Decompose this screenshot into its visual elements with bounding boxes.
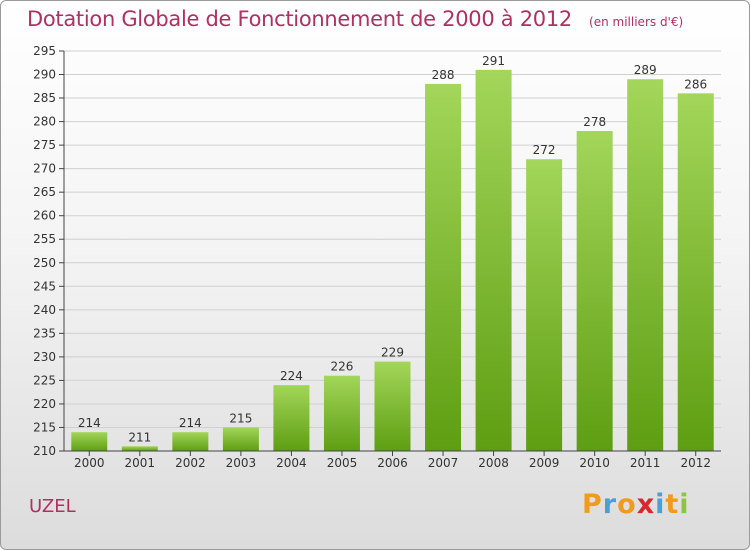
logo-letter: i [679,489,690,520]
bar [526,159,563,451]
data-label: 211 [128,430,151,444]
logo-letter: i [655,489,666,520]
data-label: 288 [432,68,455,82]
y-tick-label: 260 [33,209,56,223]
y-tick-label: 215 [33,420,56,434]
data-label: 291 [482,54,505,68]
x-tick-label: 2003 [226,456,257,470]
bar [425,83,462,452]
y-tick-label: 240 [33,303,56,317]
x-tick-label: 2005 [327,456,358,470]
x-tick-label: 2002 [175,456,206,470]
data-label: 229 [381,346,404,360]
title-row: Dotation Globale de Fonctionnement de 20… [27,7,683,31]
logo-letter: t [665,489,680,520]
data-label: 289 [634,63,657,77]
data-label: 215 [229,411,252,425]
proxiti-logo: Proxiti [582,489,690,520]
bar [323,375,360,451]
data-label: 278 [583,115,606,129]
y-tick-label: 225 [33,373,56,387]
x-tick-label: 2009 [529,456,560,470]
y-tick-label: 285 [33,91,56,105]
y-tick-label: 290 [33,68,56,82]
bar [222,427,259,451]
axes: 210 215 220 225 230 235 240 245 250 255 260 265 270 2… [33,44,721,470]
bar [71,432,108,451]
x-tick-label: 2008 [478,456,509,470]
x-tick-label: 2000 [74,456,105,470]
logo-letter: o [617,489,637,520]
x-tick-label: 2011 [630,456,661,470]
place-label: UZEL [29,496,76,517]
chart-subtitle: (en milliers d'€) [589,15,684,29]
data-label: 272 [533,143,556,157]
data-label: 214 [179,416,202,430]
data-label: 286 [684,77,707,91]
y-tick-label: 265 [33,185,56,199]
y-tick-label: 220 [33,397,56,411]
bar [677,93,714,452]
bar [273,385,310,451]
x-tick-label: 2001 [125,456,156,470]
bar [172,432,209,451]
y-tick-label: 275 [33,138,56,152]
bars: 214 211 214 215 224 226 229 288 291 272 278 289 286 [71,54,714,452]
y-tick-label: 235 [33,326,56,340]
y-tick-label: 280 [33,115,56,129]
logo-letter: x [636,489,656,520]
data-label: 214 [78,416,101,430]
bar [627,79,664,451]
bar [475,69,512,451]
x-tick-label: 2010 [579,456,610,470]
chart-title: Dotation Globale de Fonctionnement de 20… [27,7,572,31]
y-tick-label: 245 [33,279,56,293]
bar [576,131,613,451]
x-tick-label: 2006 [377,456,408,470]
data-label: 224 [280,369,303,383]
y-tick-label: 295 [33,44,56,58]
bar [121,446,158,451]
data-label: 226 [331,360,354,374]
y-tick-label: 270 [33,162,56,176]
y-tick-label: 255 [33,232,56,246]
x-tick-label: 2012 [680,456,711,470]
logo-letter: P [582,489,603,520]
logo-letter: r [602,489,618,520]
x-tick-label: 2007 [428,456,459,470]
y-tick-label: 210 [33,444,56,458]
y-tick-label: 250 [33,256,56,270]
bar [374,361,411,451]
y-tick-label: 230 [33,350,56,364]
x-tick-label: 2004 [276,456,307,470]
